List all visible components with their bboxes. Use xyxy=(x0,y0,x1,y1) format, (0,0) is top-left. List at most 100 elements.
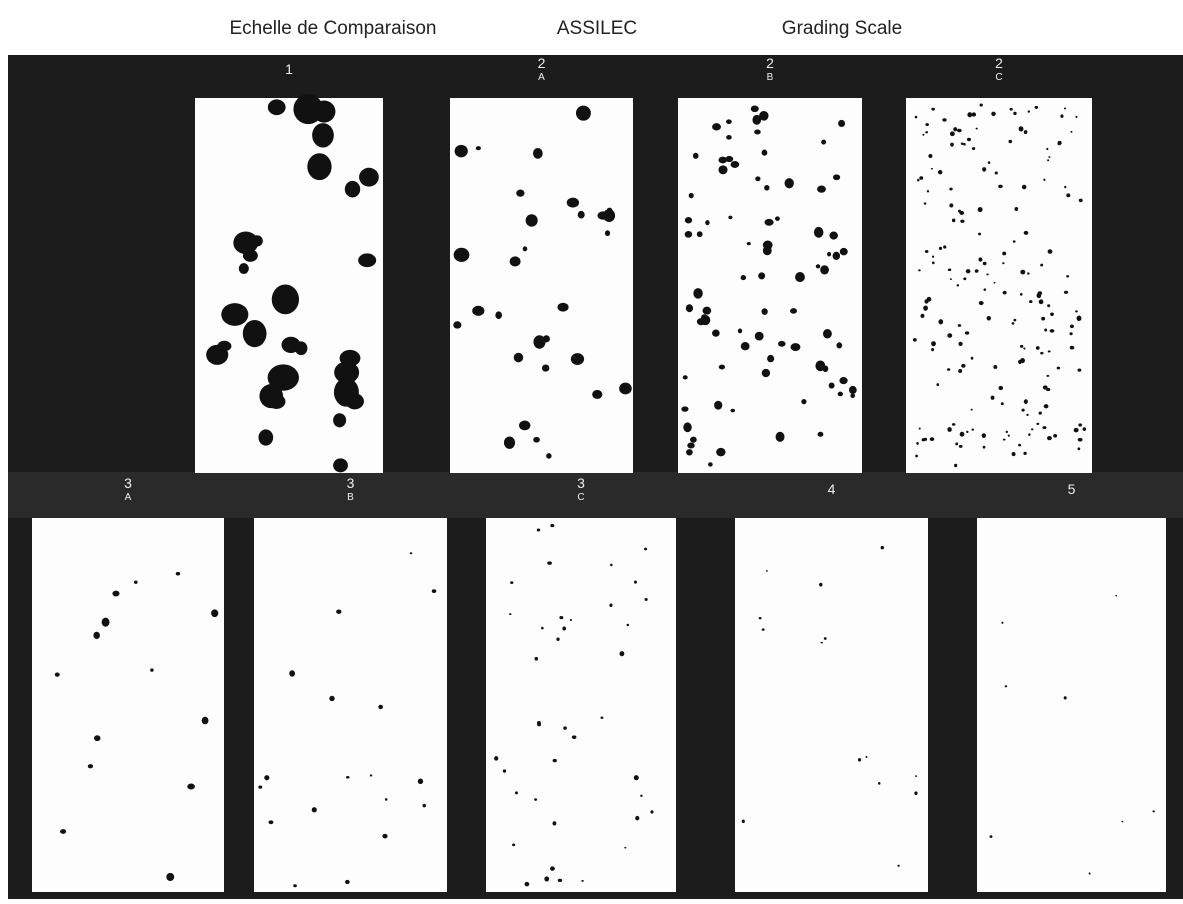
spot xyxy=(964,331,970,335)
spot xyxy=(1009,107,1013,111)
spot xyxy=(971,112,977,117)
spot xyxy=(150,668,154,672)
spot xyxy=(1008,139,1013,144)
spot xyxy=(1029,300,1033,304)
spot xyxy=(1014,206,1019,211)
spot xyxy=(94,735,101,742)
spots xyxy=(681,105,857,467)
spot xyxy=(838,119,846,128)
spot xyxy=(453,247,470,262)
spot xyxy=(956,284,960,287)
spot xyxy=(1078,198,1083,203)
spot xyxy=(767,354,775,363)
spot xyxy=(949,203,954,208)
spot xyxy=(726,135,732,140)
spot xyxy=(947,268,952,272)
sample-panel xyxy=(32,518,224,892)
spot xyxy=(998,385,1004,391)
spot xyxy=(259,384,284,409)
spot xyxy=(577,210,585,219)
spot xyxy=(1041,316,1046,321)
spot xyxy=(93,631,100,640)
spot xyxy=(54,672,60,677)
spot xyxy=(1007,434,1010,437)
spot xyxy=(1002,262,1005,265)
spot xyxy=(762,240,773,250)
spot xyxy=(609,603,613,607)
spot xyxy=(242,319,267,348)
spot xyxy=(472,305,485,316)
spot xyxy=(644,547,648,551)
spot xyxy=(644,597,648,601)
spot xyxy=(746,242,751,246)
spot xyxy=(336,609,342,614)
spot xyxy=(1002,290,1007,295)
spot xyxy=(221,303,249,326)
spot xyxy=(937,170,943,175)
spot xyxy=(692,152,699,159)
spot xyxy=(966,430,969,434)
spot xyxy=(293,94,324,125)
spot xyxy=(795,272,805,283)
grade-number: 5 xyxy=(1068,481,1076,497)
spot xyxy=(740,275,747,281)
spot xyxy=(1023,130,1028,135)
spot xyxy=(761,368,771,378)
spots xyxy=(206,94,379,473)
spot xyxy=(494,756,499,761)
spot xyxy=(833,174,841,181)
spot xyxy=(1018,359,1022,365)
spot xyxy=(750,105,759,113)
spot xyxy=(946,368,951,371)
spot xyxy=(359,167,379,187)
spot xyxy=(289,670,296,677)
spot xyxy=(633,580,637,584)
spot xyxy=(544,876,550,882)
spot xyxy=(1023,347,1026,350)
spot xyxy=(550,524,555,528)
spot xyxy=(817,185,826,193)
spot xyxy=(718,364,726,370)
spot xyxy=(685,304,694,313)
spot xyxy=(931,107,935,111)
spot xyxy=(454,144,468,158)
spot xyxy=(696,318,706,326)
spot xyxy=(958,369,963,373)
spot xyxy=(1004,685,1008,688)
spot xyxy=(510,581,514,584)
spot xyxy=(865,755,868,759)
spot xyxy=(815,264,821,269)
spot xyxy=(1012,240,1016,243)
spot xyxy=(820,265,829,275)
spot xyxy=(1034,105,1039,109)
spot xyxy=(1046,374,1050,378)
title-english: Grading Scale xyxy=(782,18,902,39)
spot xyxy=(187,783,195,790)
spot xyxy=(563,726,567,730)
spot xyxy=(592,389,603,399)
spot xyxy=(1063,696,1067,700)
spot xyxy=(708,462,713,467)
spot xyxy=(978,300,984,306)
spot xyxy=(998,184,1003,189)
spot xyxy=(1042,426,1047,430)
spot xyxy=(534,798,538,801)
spot xyxy=(970,408,973,411)
spot xyxy=(880,545,885,550)
spot xyxy=(1075,310,1078,313)
spot xyxy=(1019,293,1023,296)
spot xyxy=(1013,318,1017,322)
spot xyxy=(986,273,989,276)
spot xyxy=(820,641,823,644)
spot xyxy=(559,615,564,620)
spot xyxy=(989,835,993,838)
spot xyxy=(923,305,928,311)
grade-number: 2 xyxy=(995,55,1003,71)
spot xyxy=(566,197,580,208)
spot xyxy=(1078,423,1082,427)
spot xyxy=(960,142,964,145)
spot xyxy=(813,226,824,238)
spot xyxy=(1066,193,1071,198)
spot xyxy=(1073,427,1079,433)
spot xyxy=(1048,156,1051,158)
